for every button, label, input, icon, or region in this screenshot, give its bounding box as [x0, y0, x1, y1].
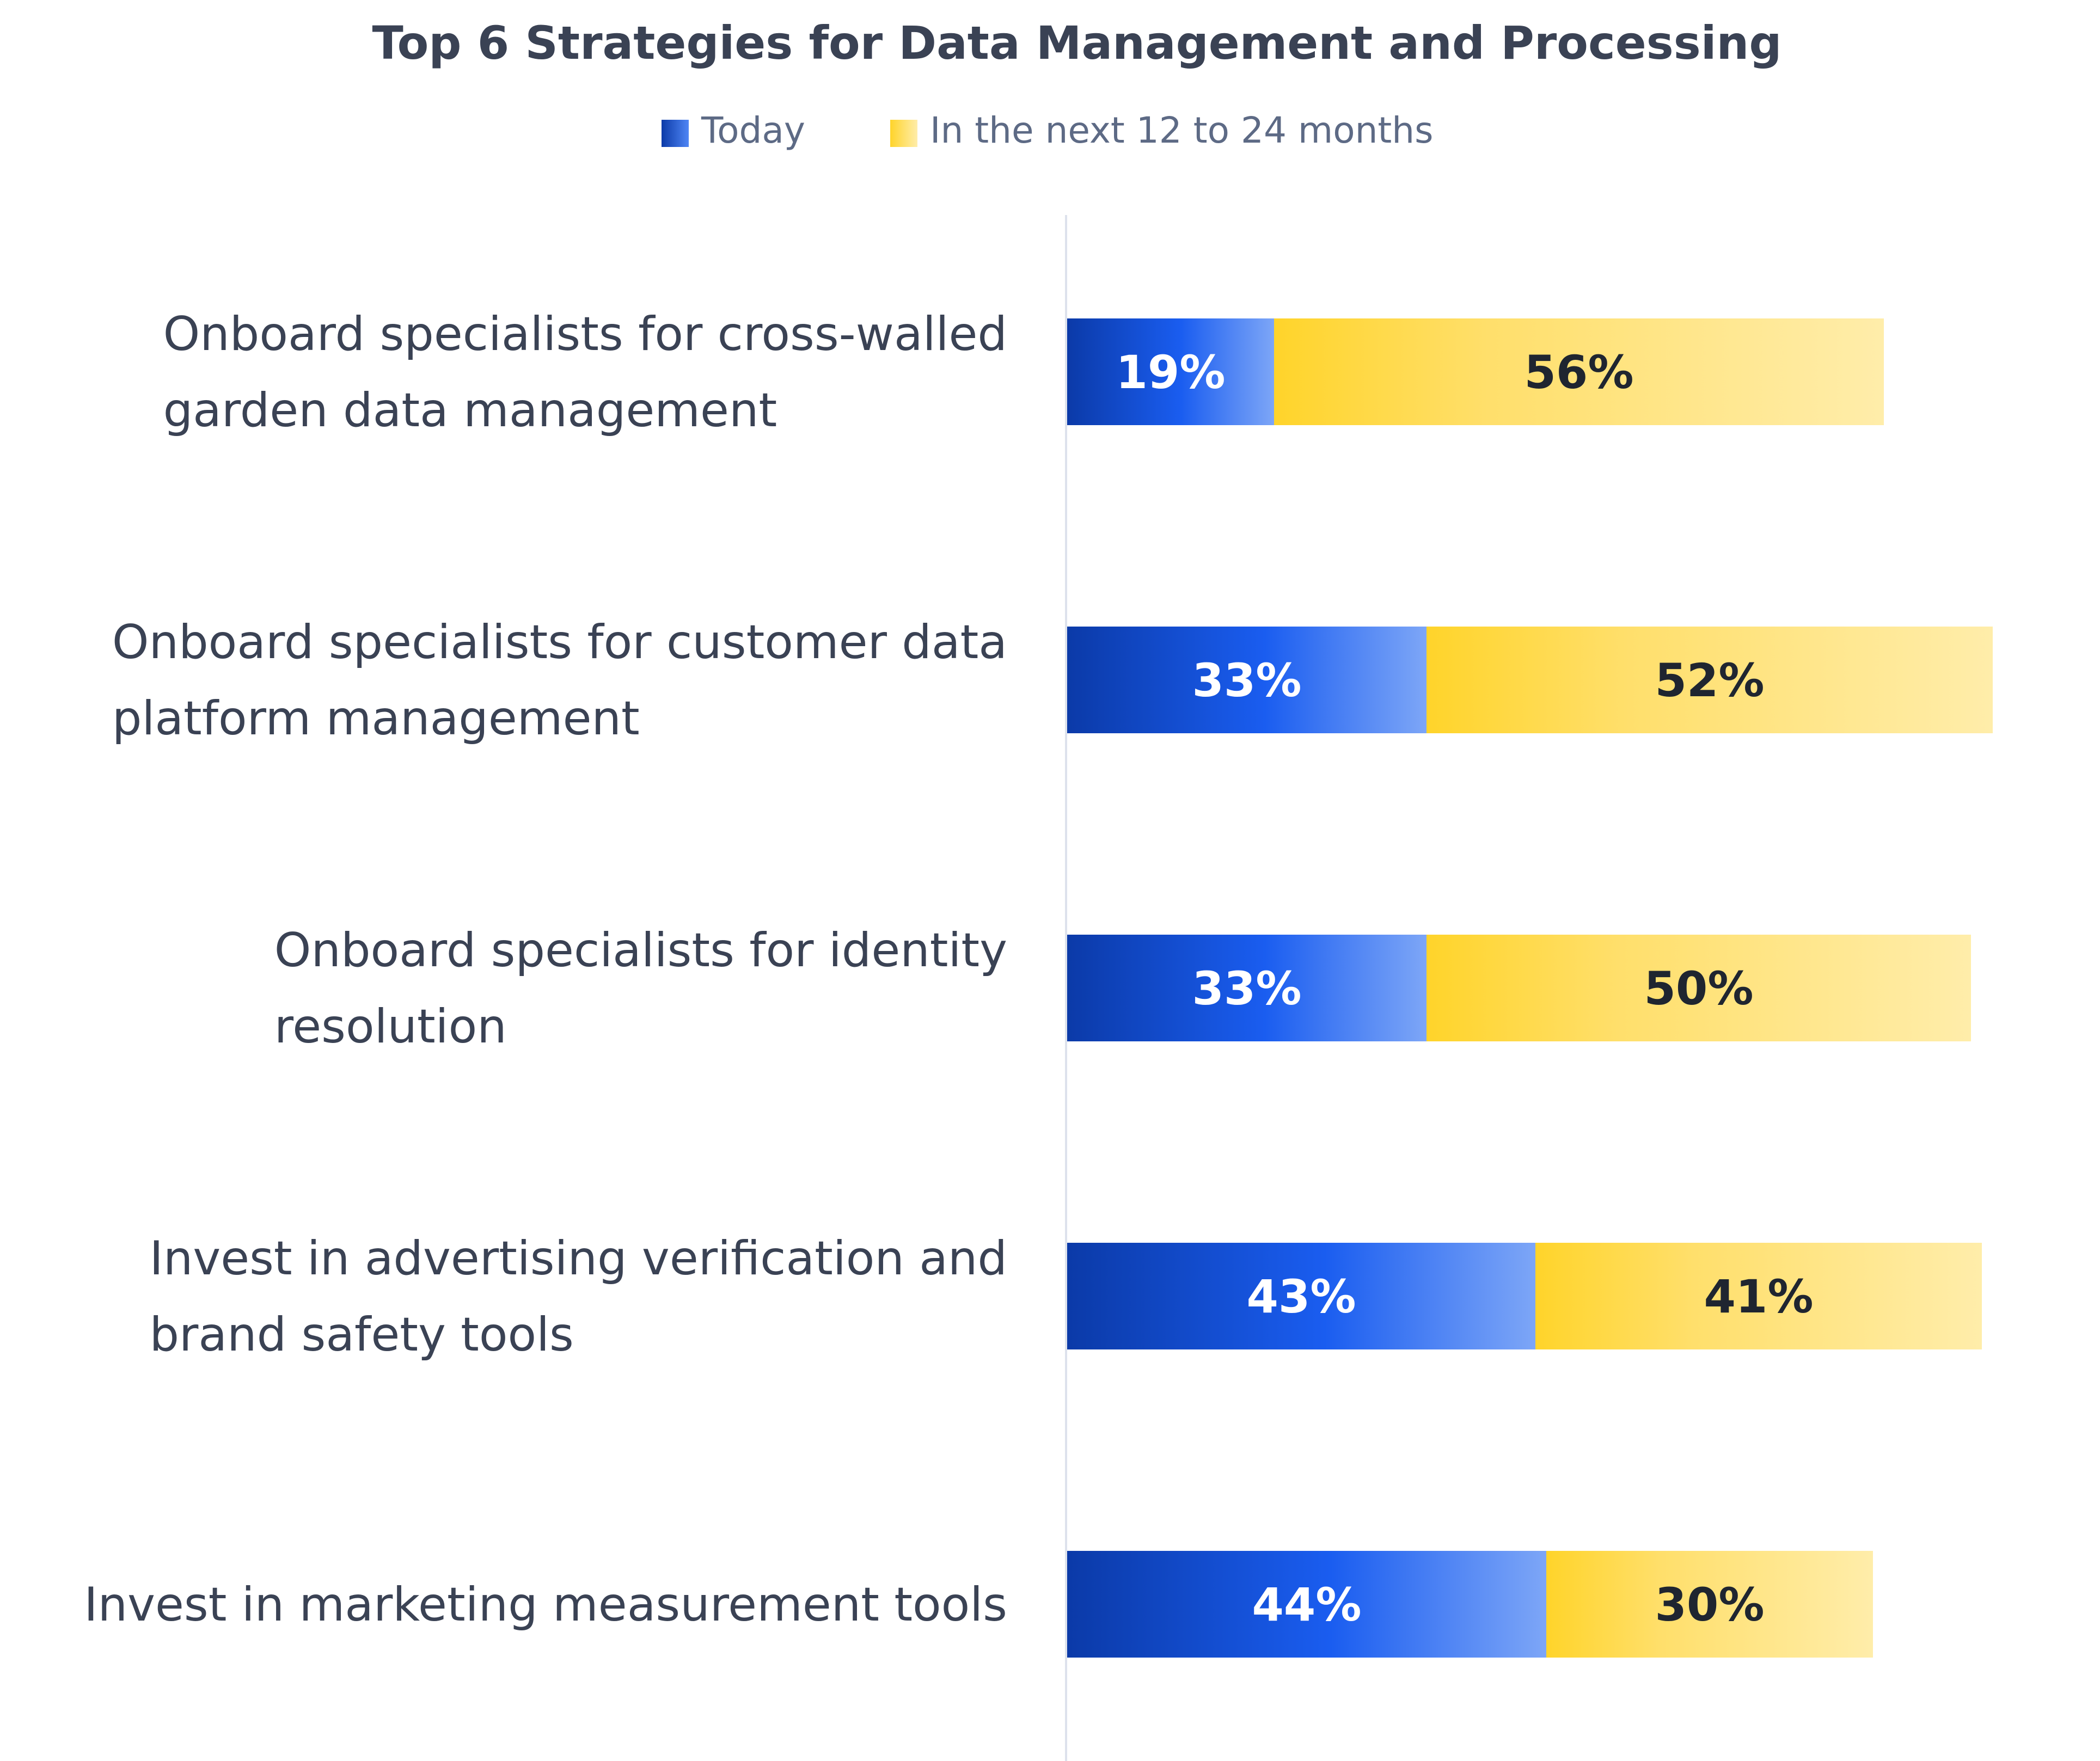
value-label-future-4: 41%	[1704, 1270, 1813, 1323]
category-label-line: Onboard specialists for customer data	[112, 615, 1007, 670]
category-label-line: Invest in advertising verification and	[149, 1231, 1007, 1286]
value-label-future-5: 30%	[1655, 1578, 1764, 1631]
bar-future-4	[1535, 1243, 1982, 1349]
bar-future-2	[1426, 627, 1993, 733]
category-label-5: Invest in marketing measurement tools	[84, 1578, 1007, 1632]
bar-today-3	[1067, 935, 1426, 1041]
bar-today-5	[1067, 1551, 1546, 1658]
bar-today-1	[1067, 318, 1274, 425]
category-label-2: Onboard specialists for customer data pla…	[112, 615, 1007, 746]
category-label-3: Onboard specialists for identity resoluti…	[274, 923, 1007, 1054]
bars-group: 19% 56% 33% 52% 33% 50% 43% 41% 44% 30%	[1067, 318, 1993, 1658]
bar-today-4	[1067, 1243, 1535, 1349]
category-label-line: Onboard specialists for cross-walled	[163, 307, 1007, 361]
bar-future-5	[1546, 1551, 1873, 1658]
category-label-1: Onboard specialists for cross-walled gard…	[163, 307, 1007, 438]
legend: Today In the next 12 to 24 months	[662, 109, 1434, 151]
legend-label-future: In the next 12 to 24 months	[930, 109, 1434, 151]
value-label-today-1: 19%	[1116, 346, 1225, 399]
category-label-4: Invest in advertising verification and br…	[149, 1231, 1007, 1362]
value-label-future-2: 52%	[1655, 654, 1764, 707]
category-label-line: Onboard specialists for identity	[274, 923, 1007, 978]
value-label-future-3: 50%	[1644, 962, 1753, 1015]
category-label-line: platform management	[112, 691, 640, 746]
category-label-line: Invest in marketing measurement tools	[84, 1578, 1007, 1632]
legend-label-today: Today	[701, 109, 805, 151]
legend-swatch-future	[890, 120, 917, 147]
legend-swatch-today	[662, 120, 689, 147]
chart-title: Top 6 Strategies for Data Management and…	[372, 16, 1782, 70]
bar-today-2	[1067, 627, 1426, 733]
value-label-today-4: 43%	[1246, 1270, 1356, 1323]
category-label-line: resolution	[274, 999, 507, 1054]
value-label-future-1: 56%	[1524, 346, 1633, 399]
category-label-line: garden data management	[163, 383, 777, 438]
value-label-today-3: 33%	[1192, 962, 1301, 1015]
bar-future-1	[1274, 318, 1884, 425]
value-label-today-2: 33%	[1192, 654, 1301, 707]
category-label-line: brand safety tools	[149, 1308, 573, 1362]
value-label-today-5: 44%	[1252, 1578, 1361, 1631]
bar-future-3	[1426, 935, 1971, 1041]
category-labels-group: Onboard specialists for cross-walled gard…	[84, 307, 1007, 1632]
